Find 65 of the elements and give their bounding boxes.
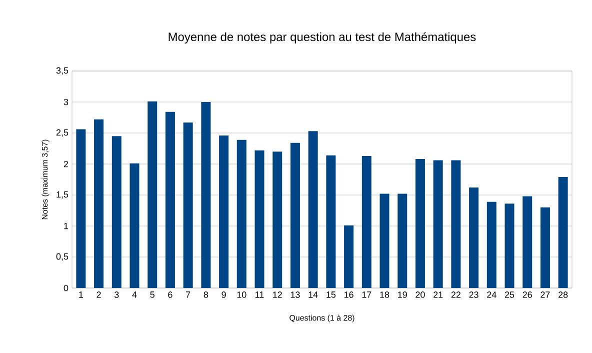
chart-title: Moyenne de notes par question au test de Mathématiques	[168, 32, 476, 44]
bar	[433, 160, 443, 288]
x-tick-label: 17	[362, 292, 372, 298]
bar	[148, 101, 158, 288]
bar	[558, 177, 568, 288]
bar	[326, 155, 336, 288]
bar	[183, 122, 193, 288]
x-tick-label: 16	[344, 292, 354, 298]
x-tick-label: 28	[558, 292, 568, 298]
x-tick-label: 7	[186, 292, 190, 298]
x-tick-label: 11	[256, 292, 264, 298]
x-tick-label: 9	[222, 292, 226, 298]
y-tick-label: 3	[64, 98, 68, 106]
bar	[469, 188, 479, 288]
bar	[94, 119, 104, 288]
x-tick-label: 15	[326, 292, 336, 298]
bar	[451, 160, 461, 288]
x-tick-label: 6	[168, 292, 172, 298]
x-tick-label: 4	[132, 292, 137, 298]
x-tick-label: 26	[522, 292, 532, 298]
x-tick-label: 1	[79, 292, 83, 298]
x-tick-label: 27	[540, 292, 550, 298]
x-tick-label: 2	[96, 292, 101, 298]
x-tick-label: 19	[398, 292, 407, 298]
bar	[398, 194, 408, 288]
bar	[76, 129, 86, 288]
bar	[219, 135, 229, 288]
bar	[130, 163, 140, 288]
bar	[540, 207, 550, 288]
bar	[504, 204, 514, 288]
x-tick-label: 10	[237, 292, 246, 298]
y-tick-label: 1	[64, 222, 68, 230]
x-tick-label: 25	[504, 292, 514, 298]
y-tick-label: 1,5	[56, 191, 68, 199]
bar	[201, 102, 211, 288]
x-tick-label: 24	[487, 292, 496, 298]
y-tick-label: 2,5	[56, 129, 68, 137]
bar	[308, 131, 318, 288]
y-tick-label: 0	[64, 284, 68, 292]
bar	[254, 150, 264, 288]
x-tick-label: 23	[469, 292, 478, 298]
x-tick-label: 8	[204, 292, 208, 298]
x-tick-label: 20	[416, 292, 425, 298]
y-tick-label: 3,5	[56, 67, 68, 75]
bar	[380, 194, 390, 288]
bar	[290, 142, 300, 288]
x-tick-label: 21	[434, 292, 443, 298]
y-tick-label: 2	[64, 160, 68, 168]
x-tick-label: 22	[451, 292, 460, 298]
x-tick-label: 5	[150, 292, 154, 298]
bar	[236, 140, 246, 288]
x-tick-label: 12	[273, 292, 282, 298]
bar	[344, 225, 354, 288]
bar	[112, 136, 122, 288]
bar	[272, 152, 282, 288]
bar	[362, 156, 372, 288]
x-tick-label: 3	[114, 292, 119, 298]
y-tick-label: 0,5	[56, 253, 68, 261]
bar	[415, 159, 425, 288]
bar	[522, 196, 532, 288]
x-tick-label: 14	[308, 292, 318, 298]
bar	[165, 112, 175, 288]
x-tick-label: 13	[290, 292, 300, 298]
bar	[486, 202, 496, 288]
x-tick-label: 18	[380, 292, 390, 298]
